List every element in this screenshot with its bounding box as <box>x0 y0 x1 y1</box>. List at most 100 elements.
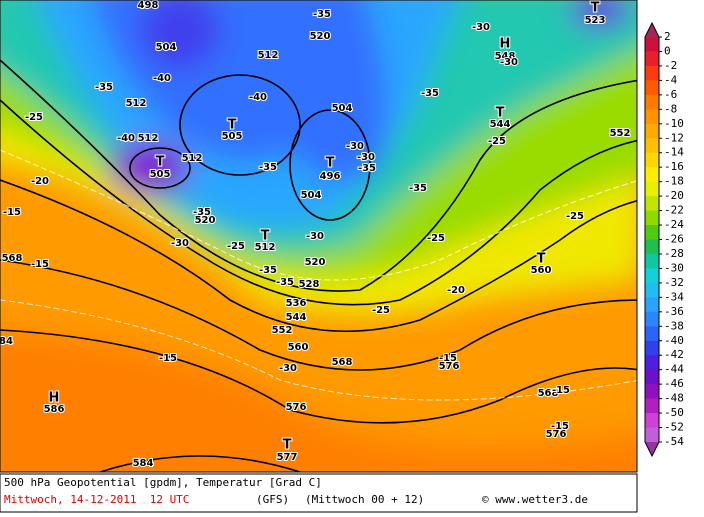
map-label: 576 <box>439 361 460 372</box>
map-label: 512 <box>258 50 279 61</box>
map-label: 568 <box>538 388 559 399</box>
map-label: 512 <box>138 133 159 144</box>
map-label: 512 <box>255 242 276 253</box>
map-label: -15 <box>551 421 569 432</box>
colorbar-tick-label: 2 <box>664 30 671 43</box>
map-label: 552 <box>272 325 293 336</box>
colorbar-tick-label: -44 <box>664 363 684 376</box>
map-label: -20 <box>447 285 465 296</box>
colorbar-band <box>645 138 659 154</box>
map-label: -15 <box>439 353 457 364</box>
colorbar-band <box>645 181 659 197</box>
map-label: 586 <box>44 404 65 415</box>
map-label: -20 <box>31 176 49 187</box>
map-label: -15 <box>552 385 570 396</box>
map-label: 520 <box>195 215 216 226</box>
map-label: T <box>156 155 165 170</box>
map-label: -30 <box>357 152 375 163</box>
map-border <box>0 0 638 473</box>
map-label: -30 <box>279 363 297 374</box>
colorbar-band <box>645 167 659 183</box>
map-label: T <box>261 229 270 244</box>
map-label: 84 <box>0 336 13 347</box>
colorbar-tick-label: -36 <box>664 305 684 318</box>
map-label: 584 <box>133 458 154 469</box>
colorbar-tick-label: -46 <box>664 377 684 390</box>
colorbar-tick-label: -18 <box>664 175 684 188</box>
map-label: 496 <box>320 171 341 182</box>
colorbar-band <box>645 427 659 443</box>
colorbar-tick-label: -32 <box>664 276 684 289</box>
map-label: -40 <box>117 133 135 144</box>
map-label: T <box>283 438 292 453</box>
map-label: -30 <box>500 57 518 68</box>
map-label: -35 <box>421 88 439 99</box>
colorbar-band <box>645 239 659 255</box>
colorbar-tick-label: -26 <box>664 233 684 246</box>
map-label: 512 <box>182 153 203 164</box>
map-label: -35 <box>259 265 277 276</box>
map-label: -25 <box>25 112 43 123</box>
map-label: 498 <box>138 0 159 11</box>
map-label: 560 <box>288 342 309 353</box>
colorbar-tick-label: -22 <box>664 204 684 217</box>
footer-credit: © www.wetter3.de <box>482 493 588 506</box>
colorbar-tick-label: -30 <box>664 261 684 274</box>
colorbar-band <box>645 196 659 212</box>
colorbar-tick-label: -2 <box>664 59 677 72</box>
map-label: 520 <box>305 257 326 268</box>
colorbar-tick-label: 0 <box>664 44 671 57</box>
footer-box <box>0 473 638 513</box>
map-label: 536 <box>286 298 307 309</box>
map-label: -40 <box>153 73 171 84</box>
map-label: -35 <box>193 207 211 218</box>
colorbar-under-arrow <box>645 442 659 456</box>
map-label: -15 <box>3 207 21 218</box>
map-label: -25 <box>566 211 584 222</box>
map-label: 504 <box>301 190 322 201</box>
colorbar-band <box>645 326 659 342</box>
colorbar-tick-label: -54 <box>664 435 684 448</box>
map-label: 505 <box>222 131 243 142</box>
map-label: H <box>49 391 60 406</box>
map-label: -30 <box>306 231 324 242</box>
map-label: 544 <box>490 119 511 130</box>
map-label: 520 <box>310 31 331 42</box>
colorbar-band <box>645 253 659 269</box>
colorbar-tick-label: -8 <box>664 102 677 115</box>
map-label: 576 <box>286 402 307 413</box>
colorbar-band <box>645 123 659 139</box>
colorbar-band <box>645 297 659 313</box>
colorbar-tick-label: -4 <box>664 73 678 86</box>
map-label: 504 <box>332 103 353 114</box>
map-label: -30 <box>346 141 364 152</box>
colorbar-band <box>645 413 659 429</box>
colorbar-band <box>645 369 659 385</box>
colorbar-tick-label: -42 <box>664 348 684 361</box>
map-label: -40 <box>249 92 267 103</box>
map-label: T <box>591 1 600 16</box>
colorbar-tick-label: -16 <box>664 160 684 173</box>
map-label: 528 <box>299 279 320 290</box>
map-label: -25 <box>427 233 445 244</box>
map-label: 512 <box>126 98 147 109</box>
colorbar-tick-label: -52 <box>664 421 684 434</box>
colorbar-band <box>645 152 659 168</box>
map-label: T <box>228 118 237 133</box>
colorbar-band <box>645 225 659 240</box>
map-label: -35 <box>95 82 113 93</box>
colorbar-tick-label: -34 <box>664 290 684 303</box>
colorbar-tick-label: -28 <box>664 247 684 260</box>
map-label: -15 <box>31 259 49 270</box>
colorbar-tick-label: -38 <box>664 319 684 332</box>
colorbar: 20 -2-4 -6-8 -10-12 -14-16 -18-20 -22-24 -26-28… <box>644 21 684 458</box>
map-label: -25 <box>488 136 506 147</box>
map-label: 576 <box>546 429 567 440</box>
footer-date: Mittwoch, 14-12-2011 12 UTC <box>4 493 189 506</box>
colorbar-band <box>645 355 659 371</box>
colorbar-tick-label: -50 <box>664 406 684 419</box>
map-label: 523 <box>585 15 606 26</box>
